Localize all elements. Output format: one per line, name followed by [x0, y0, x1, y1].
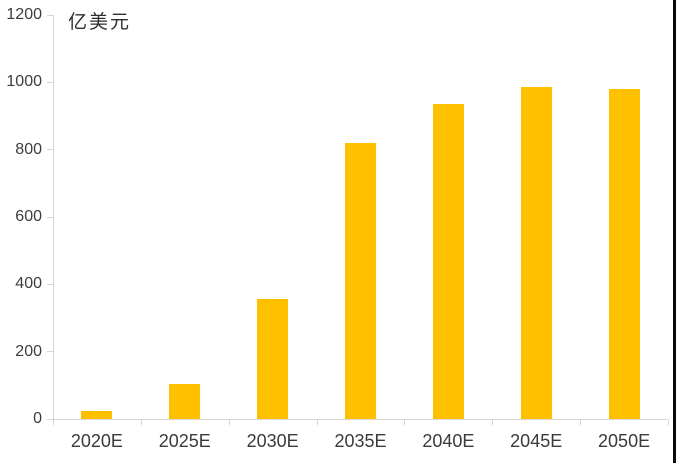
- y-tick-label-200: 200: [15, 342, 42, 360]
- x-axis-tick-4: [404, 420, 406, 425]
- x-tick-label-2025e: 2025E: [158, 431, 211, 451]
- x-axis-tick-1: [140, 420, 142, 425]
- bar-2030e: [257, 299, 289, 419]
- x-tick-label-2020e: 2020E: [70, 431, 123, 451]
- x-axis-tick-7: [668, 420, 669, 425]
- y-axis-tick-800: [47, 149, 53, 151]
- y-tick-label-400: 400: [15, 275, 42, 293]
- x-tick-label-2050e: 2050E: [598, 431, 651, 451]
- x-axis-tick-0: [53, 420, 54, 425]
- y-tick-label-0: 0: [33, 410, 42, 427]
- x-axis-tick-6: [580, 420, 582, 425]
- y-axis-tick-0: [47, 418, 53, 420]
- bar-2045e: [520, 87, 552, 419]
- bar-2020e: [81, 410, 113, 419]
- x-tick-label-2040e: 2040E: [422, 431, 475, 451]
- y-tick-label-600: 600: [15, 208, 42, 225]
- x-tick-label-2030e: 2030E: [246, 431, 299, 451]
- y-axis-tick-600: [47, 216, 53, 218]
- y-tick-label-1200: 1200: [6, 6, 42, 23]
- bar-2050e: [608, 89, 640, 419]
- y-tick-label-1000: 1000: [6, 73, 42, 91]
- y-axis-tick-1200: [47, 14, 53, 16]
- x-tick-label-2045e: 2045E: [510, 431, 563, 451]
- y-axis-tick-1000: [47, 81, 53, 83]
- y-axis-line: [53, 15, 54, 424]
- x-axis-tick-5: [492, 420, 494, 425]
- x-axis-tick-2: [228, 420, 230, 425]
- y-axis-tick-400: [47, 283, 53, 285]
- y-axis-tick-200: [47, 351, 53, 353]
- image-right-border: [673, 0, 676, 463]
- y-axis-unit-label: 亿美元: [68, 12, 132, 33]
- x-tick-label-2035e: 2035E: [334, 431, 387, 451]
- bar-2035e: [345, 142, 376, 419]
- x-axis-tick-3: [316, 420, 318, 425]
- bar-2040e: [432, 104, 464, 419]
- y-tick-label-800: 800: [15, 140, 42, 158]
- bar-2025e: [169, 383, 201, 419]
- x-axis-line: [53, 419, 668, 420]
